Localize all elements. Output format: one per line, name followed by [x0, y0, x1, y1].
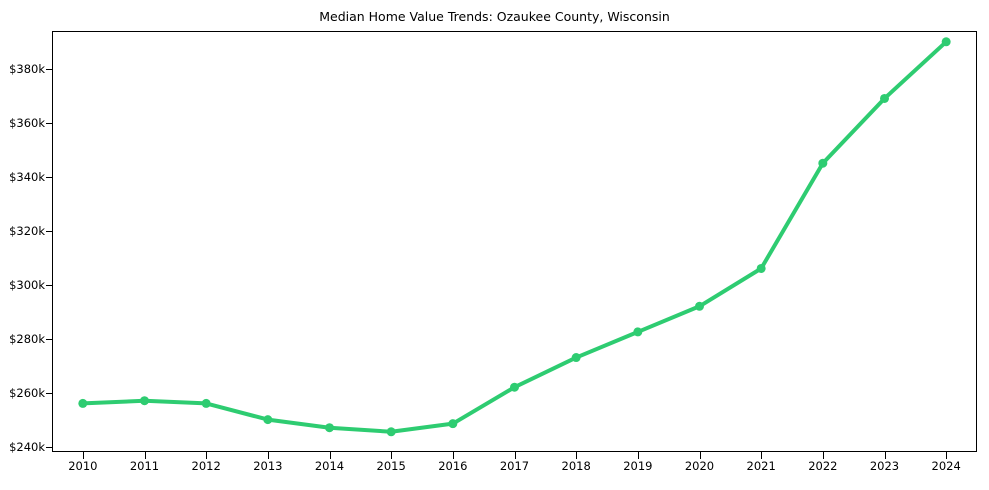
- chart-title: Median Home Value Trends: Ozaukee County…: [319, 9, 670, 24]
- x-axis-tick-mark: [514, 452, 516, 459]
- y-axis-tick-label: $240k: [9, 439, 45, 454]
- x-axis-tick-label: 2015: [376, 459, 406, 473]
- x-axis-tick-mark: [206, 452, 208, 459]
- x-axis-tick-label: 2019: [623, 459, 653, 473]
- y-axis-tick-label: $280k: [9, 331, 45, 346]
- x-axis-tick-label: 2010: [68, 459, 98, 473]
- y-axis-tick-label: $360k: [9, 115, 45, 130]
- x-axis-tick-label: 2018: [561, 459, 591, 473]
- x-axis-tick-label: 2011: [129, 459, 160, 473]
- y-axis-tick-mark: [45, 338, 52, 340]
- y-axis-tick-mark: [45, 68, 52, 70]
- y-axis-tick-mark: [45, 446, 52, 448]
- x-axis-tick-mark: [144, 452, 146, 459]
- x-axis-tick-label: 2021: [746, 459, 776, 473]
- x-axis-tick-label: 2023: [869, 459, 900, 473]
- x-axis-tick-mark: [267, 452, 269, 459]
- x-axis-tick-mark: [637, 452, 639, 459]
- x-axis-tick-mark: [391, 452, 393, 459]
- y-axis-tick-mark: [45, 284, 52, 286]
- y-axis-tick-label: $340k: [9, 169, 45, 184]
- x-axis-tick-mark: [884, 452, 886, 459]
- x-axis-tick-mark: [761, 452, 763, 459]
- y-axis-tick-mark: [45, 230, 52, 232]
- y-axis-tick-label: $300k: [9, 277, 45, 292]
- x-axis-tick-mark: [822, 452, 824, 459]
- x-axis-tick-mark: [452, 452, 454, 459]
- x-axis-tick-mark: [329, 452, 331, 459]
- x-axis-tick-mark: [699, 452, 701, 459]
- x-axis-tick-label: 2017: [499, 459, 530, 473]
- y-axis-tick-labels: $240k $260k $280k $300k $320k $340k $360k $380k: [0, 0, 45, 490]
- x-axis-tick-label: 2020: [684, 459, 715, 473]
- y-axis-tick-mark: [45, 392, 52, 394]
- x-axis-tick-mark: [576, 452, 578, 459]
- x-axis-tick-label: 2022: [808, 459, 838, 473]
- y-axis-tick-label: $320k: [9, 223, 45, 238]
- y-axis-tick-mark: [45, 122, 52, 124]
- y-axis-tick-label: $260k: [9, 385, 45, 400]
- x-axis-tick-mark: [946, 452, 948, 459]
- x-axis-tick-label: 2016: [438, 459, 468, 473]
- y-axis-tick-label: $380k: [9, 61, 45, 76]
- x-axis-tick-mark: [82, 452, 84, 459]
- x-axis-tick-label: 2013: [253, 459, 283, 473]
- x-axis-tick-label: 2024: [931, 459, 961, 473]
- x-axis-tick-label: 2012: [191, 459, 221, 473]
- y-axis-tick-mark: [45, 176, 52, 178]
- x-axis-tick-label: 2014: [314, 459, 345, 473]
